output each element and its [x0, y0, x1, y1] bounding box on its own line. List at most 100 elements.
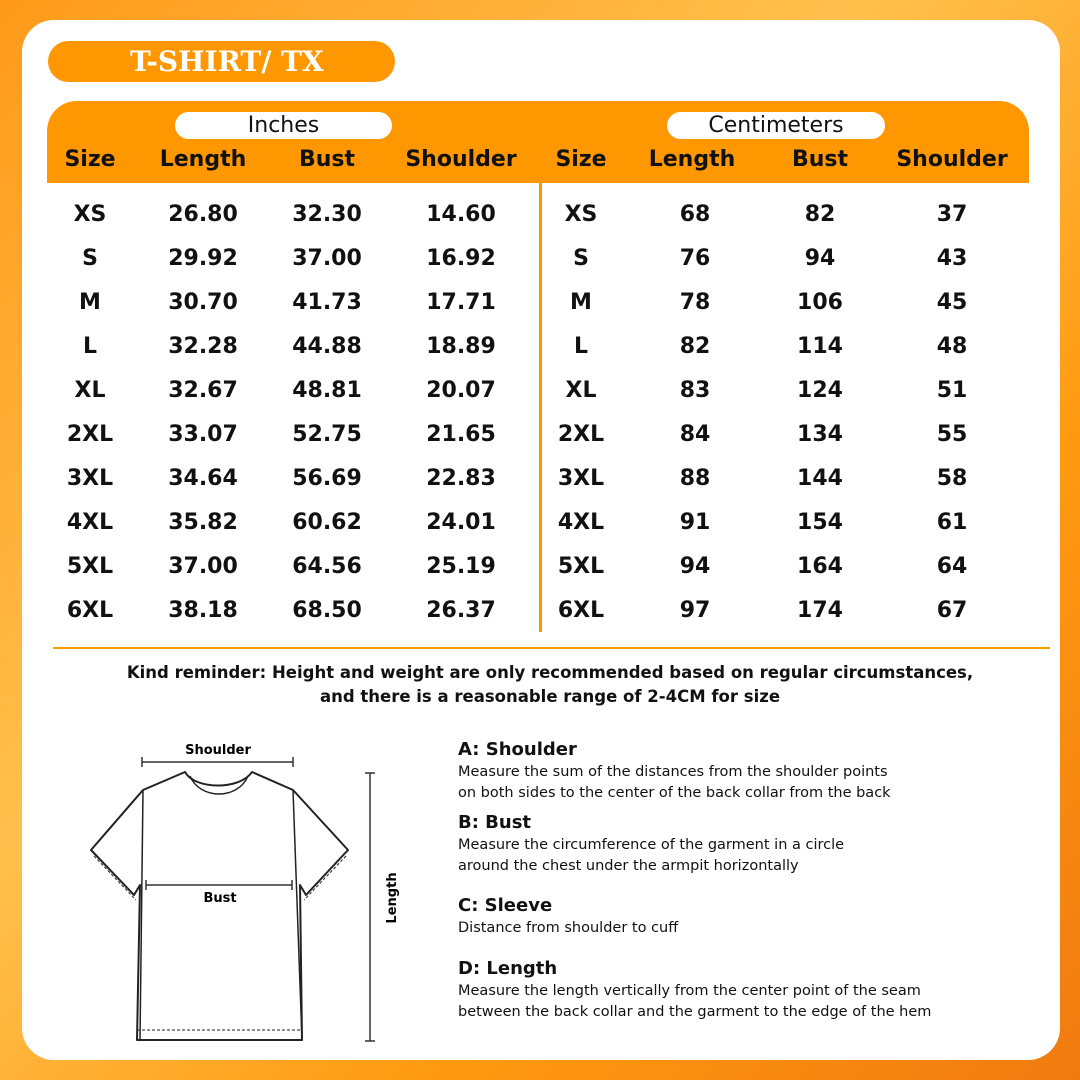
- centimeters-cell: S: [573, 246, 589, 271]
- inches-cell: 6XL: [66, 598, 114, 623]
- inches-cell: 29.92: [168, 246, 238, 271]
- inches-cell: 25.19: [426, 554, 496, 579]
- centimeters-cell: 97: [679, 598, 711, 623]
- centimeters-cell: 174: [797, 598, 843, 623]
- centimeters-cell: 134: [797, 422, 843, 447]
- centimeters-cell: 144: [797, 466, 843, 491]
- inches-header-shoulder: Shoulder: [405, 147, 517, 172]
- centimeters-label: Centimeters: [667, 112, 885, 139]
- centimeters-cell: 154: [797, 510, 843, 535]
- section-divider: [53, 647, 1050, 649]
- centimeters-cell: 91: [679, 510, 711, 535]
- centimeters-cell: 88: [679, 466, 711, 491]
- inches-cell: 33.07: [168, 422, 238, 447]
- centimeters-cell: 48: [936, 334, 968, 359]
- centimeters-cell: XS: [564, 202, 598, 227]
- inches-cell: 64.56: [292, 554, 362, 579]
- inches-cell: 4XL: [66, 510, 114, 535]
- length-label: Length: [385, 872, 400, 923]
- centimeters-cell: 2XL: [557, 422, 605, 447]
- inches-header-size: Size: [64, 147, 116, 172]
- inches-header-bust: Bust: [298, 147, 356, 172]
- measurement-description: Measure the circumference of the garment…: [458, 837, 845, 853]
- centimeters-header-size: Size: [555, 147, 607, 172]
- measurement-description: between the back collar and the garment …: [458, 1004, 932, 1020]
- measurement-description: on both sides to the center of the back …: [458, 785, 891, 801]
- inches-cell: 56.69: [292, 466, 362, 491]
- measurement-description: Distance from shoulder to cuff: [458, 920, 679, 936]
- shoulder-label: Shoulder: [185, 743, 251, 758]
- inches-cell: 18.89: [426, 334, 496, 359]
- centimeters-cell: 94: [679, 554, 711, 579]
- measurement-title: B: Bust: [458, 812, 532, 833]
- centimeters-cell: 6XL: [557, 598, 605, 623]
- centimeters-cell: 164: [797, 554, 843, 579]
- centimeters-cell: 45: [936, 290, 968, 315]
- inches-cell: 3XL: [66, 466, 114, 491]
- centimeters-cell: 64: [936, 554, 968, 579]
- inches-label: Inches: [175, 112, 392, 139]
- centimeters-cell: 43: [936, 246, 968, 271]
- centimeters-cell: 67: [936, 598, 968, 623]
- centimeters-cell: 114: [797, 334, 843, 359]
- centimeters-cell: 94: [804, 246, 836, 271]
- centimeters-cell: 37: [936, 202, 968, 227]
- centimeters-cell: 4XL: [557, 510, 605, 535]
- inches-cell: 22.83: [426, 466, 496, 491]
- inches-cell: 26.37: [426, 598, 496, 623]
- centimeters-cell: M: [570, 290, 592, 315]
- inches-cell: 14.60: [426, 202, 496, 227]
- centimeters-header-length: Length: [648, 147, 736, 172]
- centimeters-cell: 82: [679, 334, 711, 359]
- inches-cell: 37.00: [168, 554, 238, 579]
- centimeters-header-bust: Bust: [791, 147, 849, 172]
- measurement-description: Measure the sum of the distances from th…: [458, 764, 888, 780]
- bust-label: Bust: [203, 891, 236, 906]
- inches-cell: S: [82, 246, 98, 271]
- inches-cell: 17.71: [426, 290, 496, 315]
- centimeters-cell: 82: [804, 202, 836, 227]
- inches-cell: 21.65: [426, 422, 496, 447]
- inches-cell: 38.18: [168, 598, 238, 623]
- inches-cell: 68.50: [292, 598, 362, 623]
- centimeters-cell: 83: [679, 378, 711, 403]
- inches-cell: 41.73: [292, 290, 362, 315]
- centimeters-cell: 106: [797, 290, 843, 315]
- inches-cell: 35.82: [168, 510, 238, 535]
- column-divider: [539, 183, 542, 632]
- centimeters-header-shoulder: Shoulder: [896, 147, 1008, 172]
- centimeters-cell: 124: [797, 378, 843, 403]
- centimeters-cell: 51: [936, 378, 968, 403]
- measurement-title: D: Length: [458, 958, 558, 979]
- inches-cell: 52.75: [292, 422, 362, 447]
- inches-cell: 44.88: [292, 334, 362, 359]
- inches-cell: 16.92: [426, 246, 496, 271]
- measurement-title: A: Shoulder: [458, 739, 577, 760]
- inches-cell: 32.28: [168, 334, 238, 359]
- centimeters-cell: 55: [936, 422, 968, 447]
- inches-cell: XL: [74, 378, 106, 403]
- inches-cell: 5XL: [66, 554, 114, 579]
- centimeters-cell: 78: [679, 290, 711, 315]
- inches-cell: XS: [73, 202, 107, 227]
- centimeters-cell: 68: [679, 202, 711, 227]
- reminder-line-1: Kind reminder: Height and weight are onl…: [126, 663, 974, 682]
- centimeters-cell: 5XL: [557, 554, 605, 579]
- measurement-description: around the chest under the armpit horizo…: [458, 858, 799, 874]
- measurement-title: C: Sleeve: [458, 895, 553, 916]
- chart-title: T-SHIRT/ TX: [48, 41, 395, 82]
- tshirt-outline: [90, 771, 349, 1041]
- inches-cell: 20.07: [426, 378, 496, 403]
- centimeters-cell: 3XL: [557, 466, 605, 491]
- inches-cell: 2XL: [66, 422, 114, 447]
- inches-cell: 30.70: [168, 290, 238, 315]
- inches-cell: 34.64: [168, 466, 238, 491]
- centimeters-cell: XL: [565, 378, 597, 403]
- centimeters-cell: 61: [936, 510, 968, 535]
- centimeters-cell: L: [573, 334, 589, 359]
- inches-cell: 32.67: [168, 378, 238, 403]
- inches-cell: 37.00: [292, 246, 362, 271]
- inches-cell: 32.30: [292, 202, 362, 227]
- inches-cell: M: [79, 290, 101, 315]
